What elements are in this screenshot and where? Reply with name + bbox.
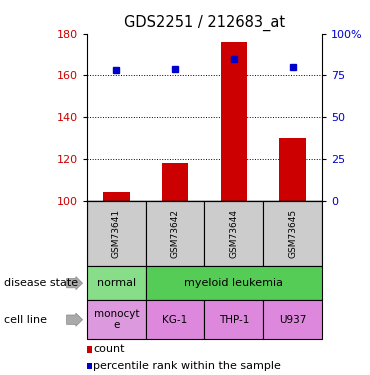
Text: count: count [93, 344, 124, 354]
Bar [263, 300, 322, 339]
Text: myeloid leukemia: myeloid leukemia [184, 278, 283, 288]
Text: GSM73642: GSM73642 [171, 209, 179, 258]
Bar [279, 138, 306, 201]
Bar [103, 192, 130, 201]
Bar [146, 201, 205, 266]
Bar [204, 300, 263, 339]
Text: percentile rank within the sample: percentile rank within the sample [93, 361, 281, 371]
Bar [87, 300, 146, 339]
Bar [146, 266, 322, 300]
Text: disease state: disease state [4, 278, 78, 288]
Text: KG-1: KG-1 [162, 315, 188, 325]
Text: monocyt
e: monocyt e [94, 309, 139, 330]
Bar [221, 42, 247, 201]
Bar [87, 266, 146, 300]
Bar [162, 163, 188, 201]
Text: U937: U937 [279, 315, 306, 325]
Text: cell line: cell line [4, 315, 47, 325]
Bar [146, 300, 205, 339]
Text: GSM73645: GSM73645 [288, 209, 297, 258]
Title: GDS2251 / 212683_at: GDS2251 / 212683_at [124, 15, 285, 31]
Bar [204, 201, 263, 266]
Text: GSM73641: GSM73641 [112, 209, 121, 258]
Text: GSM73644: GSM73644 [229, 209, 238, 258]
Text: THP-1: THP-1 [219, 315, 249, 325]
Bar [263, 201, 322, 266]
Bar [87, 201, 146, 266]
Text: normal: normal [97, 278, 136, 288]
